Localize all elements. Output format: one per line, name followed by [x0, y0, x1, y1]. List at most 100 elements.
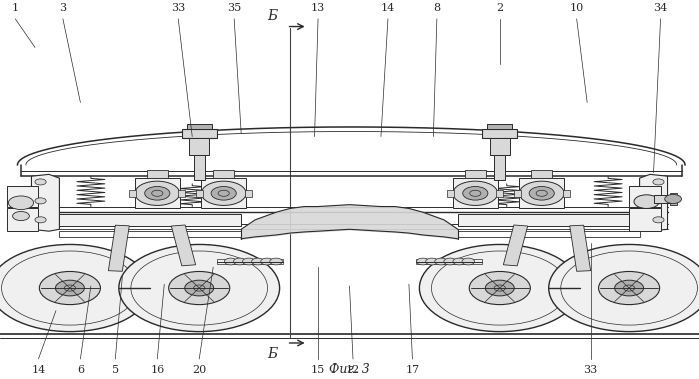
Circle shape: [145, 186, 170, 200]
Circle shape: [185, 280, 214, 296]
Circle shape: [243, 258, 255, 265]
Text: 6: 6: [77, 365, 84, 374]
Bar: [531, 170, 552, 178]
Circle shape: [135, 181, 180, 205]
Circle shape: [435, 258, 447, 265]
Circle shape: [224, 258, 237, 265]
Bar: [670, 193, 677, 205]
Circle shape: [653, 179, 664, 185]
Text: 34: 34: [654, 3, 668, 13]
Circle shape: [485, 280, 514, 296]
Bar: [182, 129, 217, 138]
Text: 5: 5: [112, 365, 119, 374]
Bar: [487, 124, 512, 129]
Text: 8: 8: [433, 3, 440, 13]
Text: 35: 35: [227, 3, 241, 13]
Circle shape: [426, 258, 438, 265]
Circle shape: [35, 179, 46, 185]
Text: 2: 2: [496, 3, 503, 13]
Circle shape: [35, 198, 46, 204]
Text: 14: 14: [381, 3, 395, 13]
Circle shape: [8, 196, 34, 210]
Polygon shape: [171, 225, 196, 266]
Bar: [59, 231, 241, 237]
Circle shape: [494, 285, 505, 291]
Text: 33: 33: [171, 3, 185, 13]
Circle shape: [211, 186, 236, 200]
Bar: [629, 208, 661, 231]
Bar: [7, 186, 38, 207]
Circle shape: [453, 181, 498, 205]
Bar: [201, 178, 246, 208]
Circle shape: [529, 186, 554, 200]
Bar: [217, 259, 283, 264]
Bar: [129, 190, 136, 197]
Text: Б: Б: [268, 9, 278, 23]
Text: 12: 12: [346, 365, 360, 374]
Circle shape: [218, 190, 229, 196]
Circle shape: [261, 258, 273, 265]
Bar: [458, 214, 640, 226]
Bar: [494, 155, 505, 180]
Bar: [7, 208, 38, 231]
Circle shape: [35, 217, 46, 223]
Bar: [465, 170, 486, 178]
Circle shape: [194, 285, 205, 291]
Circle shape: [634, 195, 659, 208]
Text: 17: 17: [405, 365, 419, 374]
Text: 15: 15: [311, 365, 325, 374]
Circle shape: [624, 285, 635, 291]
Circle shape: [119, 244, 280, 332]
Bar: [189, 138, 209, 155]
Bar: [458, 231, 640, 237]
Circle shape: [252, 258, 264, 265]
Bar: [453, 178, 498, 208]
Bar: [514, 190, 521, 197]
Circle shape: [419, 244, 580, 332]
Bar: [416, 259, 482, 264]
Text: 1: 1: [12, 3, 19, 13]
Circle shape: [444, 258, 456, 265]
Text: 3: 3: [59, 3, 66, 13]
Polygon shape: [108, 225, 129, 271]
Polygon shape: [31, 174, 59, 231]
Circle shape: [0, 244, 150, 332]
Bar: [196, 190, 203, 197]
Circle shape: [653, 217, 664, 223]
Bar: [147, 170, 168, 178]
Text: 13: 13: [311, 3, 325, 13]
Circle shape: [653, 198, 664, 204]
Circle shape: [665, 194, 682, 204]
Circle shape: [168, 271, 230, 305]
Text: 10: 10: [570, 3, 584, 13]
Circle shape: [55, 280, 85, 296]
Circle shape: [453, 258, 466, 265]
Bar: [447, 190, 454, 197]
Circle shape: [462, 258, 475, 265]
Polygon shape: [503, 225, 528, 266]
Bar: [135, 178, 180, 208]
Circle shape: [201, 181, 246, 205]
Text: Б: Б: [268, 347, 278, 361]
Circle shape: [39, 271, 101, 305]
Bar: [519, 178, 564, 208]
Circle shape: [13, 211, 29, 221]
Text: 20: 20: [192, 365, 206, 374]
Bar: [178, 190, 185, 197]
Bar: [59, 214, 241, 226]
Polygon shape: [640, 174, 668, 231]
Bar: [496, 190, 503, 197]
Circle shape: [417, 258, 429, 265]
Text: 33: 33: [584, 365, 598, 374]
Bar: [245, 190, 252, 197]
Circle shape: [463, 186, 488, 200]
Bar: [490, 138, 510, 155]
Circle shape: [233, 258, 246, 265]
Circle shape: [549, 244, 699, 332]
Circle shape: [536, 190, 547, 196]
Bar: [213, 170, 234, 178]
Circle shape: [614, 280, 644, 296]
Polygon shape: [570, 225, 591, 271]
Circle shape: [470, 190, 481, 196]
Circle shape: [270, 258, 282, 265]
